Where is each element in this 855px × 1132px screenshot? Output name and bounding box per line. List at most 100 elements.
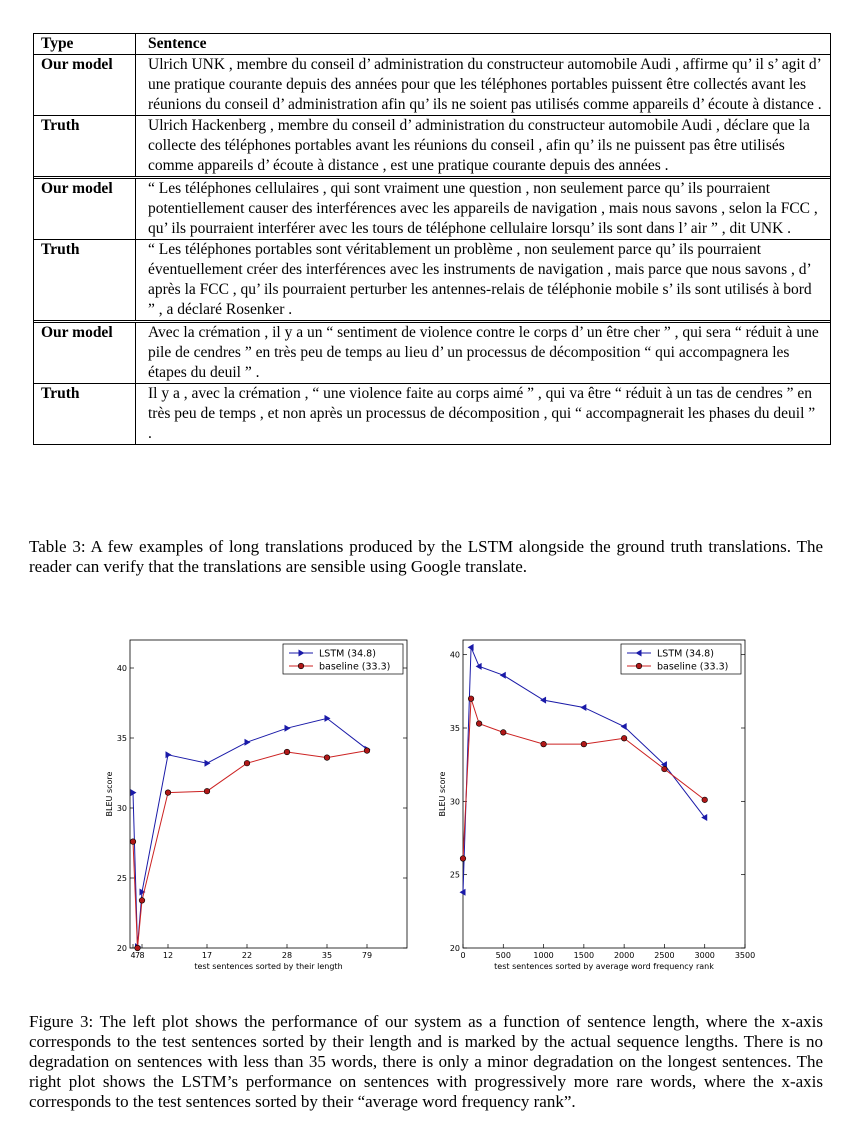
data-point xyxy=(467,695,475,702)
table-row: Truth Ulrich Hackenberg , membre du cons… xyxy=(34,115,830,176)
table-row: Our model Ulrich UNK , membre du conseil… xyxy=(34,54,830,115)
table-row: Truth Il y a , avec la crémation , “ une… xyxy=(34,383,830,444)
data-point xyxy=(620,723,627,731)
data-point xyxy=(701,796,708,803)
data-point xyxy=(203,788,211,795)
x-tick-label: 28 xyxy=(282,951,292,960)
x-tick-label: 7 xyxy=(135,951,140,960)
row-sentence: “ Les téléphones cellulaires , qui sont … xyxy=(148,180,818,237)
y-tick-label: 40 xyxy=(450,651,460,660)
legend-box xyxy=(282,643,404,675)
x-tick-label: 1000 xyxy=(533,951,553,960)
data-point xyxy=(134,944,141,952)
row-sentence: Il y a , avec la crémation , “ une viole… xyxy=(148,385,816,442)
y-tick-label: 30 xyxy=(117,804,127,813)
row-type: Truth xyxy=(34,384,136,444)
row-type: Our model xyxy=(34,323,136,383)
data-point xyxy=(204,759,211,767)
row-sentence: Avec la crémation , il y a un “ sentimen… xyxy=(148,324,819,381)
x-tick-label: 22 xyxy=(242,951,252,960)
data-point xyxy=(284,724,291,732)
header-sentence: Sentence xyxy=(148,35,207,52)
data-point xyxy=(324,714,331,722)
table-row: Our model Avec la crémation , il y a un … xyxy=(34,320,830,383)
data-point xyxy=(540,741,547,748)
legend-label: baseline (33.3) xyxy=(657,662,728,673)
x-tick-label: 2000 xyxy=(614,951,634,960)
data-point xyxy=(500,729,507,736)
data-point xyxy=(475,662,482,670)
x-axis-label: test sentences sorted by average word fr… xyxy=(494,962,714,971)
bleu-by-word-frequency-chart: 20 25 30 35 40 BLEU score test sentences sorte… xyxy=(438,639,755,971)
series-line xyxy=(132,717,368,947)
table-row: Our model “ Les téléphones cellulaires ,… xyxy=(34,176,830,239)
data-point xyxy=(459,855,467,862)
legend-marker xyxy=(635,649,642,657)
legend-box xyxy=(620,643,742,675)
data-point xyxy=(139,888,146,896)
legend-marker xyxy=(297,662,305,670)
data-point xyxy=(138,897,146,904)
y-tick-label: 25 xyxy=(117,874,127,883)
x-tick-label: 4 xyxy=(130,951,135,960)
bleu-by-length-chart: 20 25 30 35 40 BLEU score test sentences sorte… xyxy=(105,639,408,971)
data-point xyxy=(661,765,668,773)
y-tick-label: 20 xyxy=(450,944,460,953)
data-point xyxy=(244,738,251,746)
data-point xyxy=(363,747,371,754)
data-point xyxy=(165,751,172,759)
data-point xyxy=(129,838,137,845)
table-header-row: Type Sentence xyxy=(34,34,830,54)
plot-frame xyxy=(462,639,746,949)
legend-label: baseline (33.3) xyxy=(319,662,390,673)
plot-frame xyxy=(129,639,408,949)
data-point xyxy=(283,748,291,756)
data-point xyxy=(540,696,547,704)
x-tick-label: 79 xyxy=(362,951,372,960)
y-axis-label: BLEU score xyxy=(438,771,447,816)
x-tick-label: 0 xyxy=(460,951,465,960)
table-row: Truth “ Les téléphones portables sont vé… xyxy=(34,239,830,320)
figure-caption: Figure 3: The left plot shows the perfor… xyxy=(29,1012,823,1111)
x-tick-label: 8 xyxy=(139,951,144,960)
y-tick-label: 30 xyxy=(450,797,460,806)
data-point xyxy=(621,735,628,742)
data-point xyxy=(476,720,483,727)
data-point xyxy=(580,741,587,748)
data-point xyxy=(130,789,137,797)
x-tick-label: 3000 xyxy=(695,951,715,960)
legend-label: LSTM (34.8) xyxy=(319,649,376,660)
series-line xyxy=(462,698,706,859)
x-axis-label: test sentences sorted by their length xyxy=(194,962,342,971)
data-point xyxy=(243,760,251,767)
x-tick-label: 17 xyxy=(202,951,212,960)
legend-marker xyxy=(298,649,305,657)
row-type: Truth xyxy=(34,240,136,320)
row-sentence: Ulrich Hackenberg , membre du conseil d’… xyxy=(148,117,810,174)
x-tick-label: 3500 xyxy=(735,951,755,960)
y-tick-label: 25 xyxy=(450,871,460,880)
y-tick-label: 40 xyxy=(117,664,127,673)
data-point xyxy=(323,754,331,761)
table-caption: Table 3: A few examples of long translat… xyxy=(29,537,823,576)
row-type: Our model xyxy=(34,55,136,115)
legend-marker xyxy=(635,662,643,670)
x-tick-label: 2500 xyxy=(654,951,674,960)
data-point xyxy=(580,703,587,711)
series-line xyxy=(462,647,706,893)
header-type: Type xyxy=(34,34,136,54)
row-sentence: Ulrich UNK , membre du conseil d’ admini… xyxy=(148,56,822,113)
data-point xyxy=(459,888,466,896)
x-tick-label: 35 xyxy=(322,951,332,960)
series-line xyxy=(132,750,368,949)
y-tick-label: 35 xyxy=(117,734,127,743)
y-tick-label: 20 xyxy=(117,944,127,953)
data-point xyxy=(164,789,172,796)
translation-table: Type Sentence Our model Ulrich UNK , mem… xyxy=(33,33,831,445)
row-sentence: “ Les téléphones portables sont véritabl… xyxy=(148,241,812,318)
row-type: Our model xyxy=(34,179,136,239)
row-type: Truth xyxy=(34,116,136,176)
data-point xyxy=(467,643,474,651)
y-axis-label: BLEU score xyxy=(105,771,114,816)
data-point xyxy=(701,813,708,821)
